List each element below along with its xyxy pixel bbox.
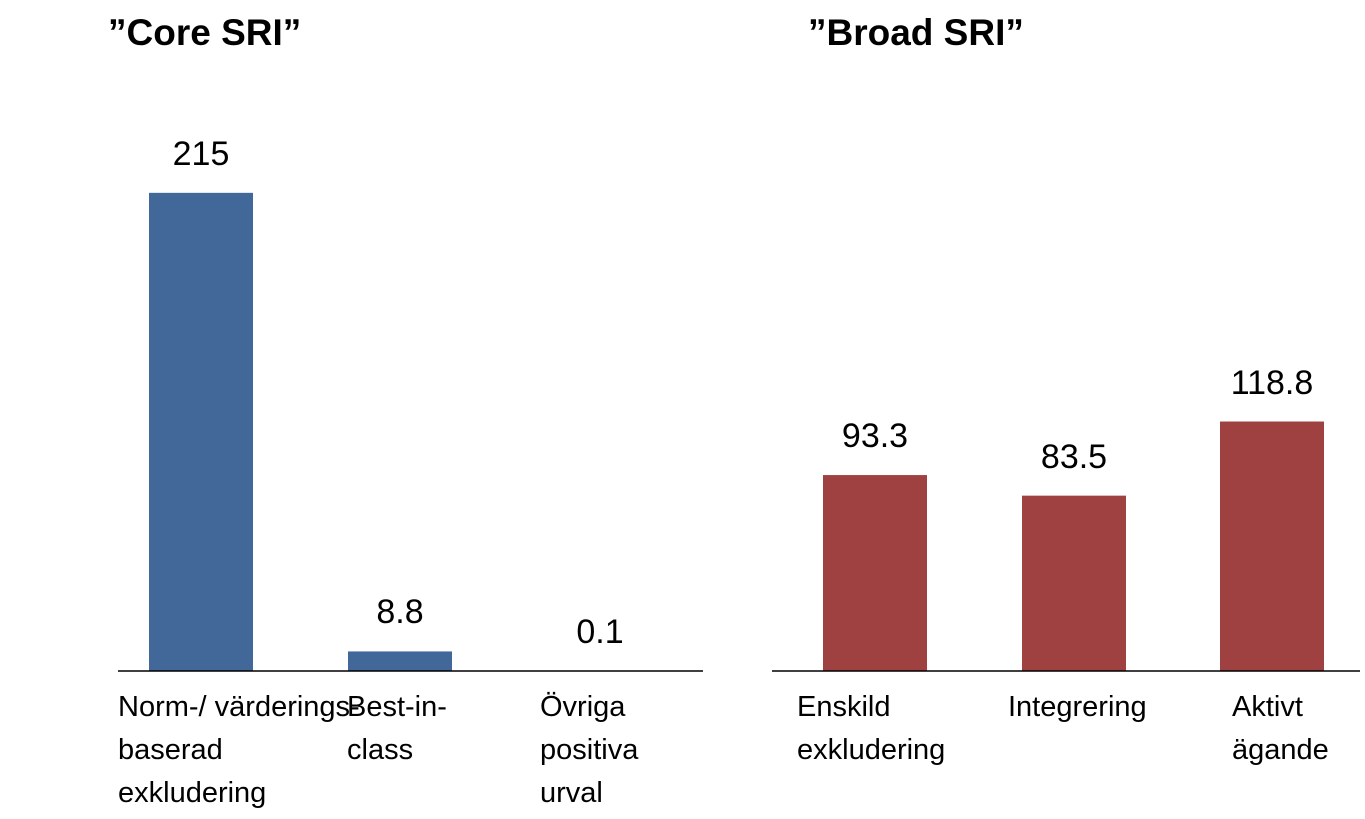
bar [1220, 421, 1324, 671]
bar [823, 475, 927, 671]
value-label: 0.1 [576, 612, 624, 651]
value-label: 118.8 [1230, 363, 1314, 402]
value-label: 93.3 [841, 417, 909, 456]
value-label: 8.8 [376, 593, 424, 632]
chart-title: ”Broad SRI” [808, 12, 1024, 53]
category-label: Övriga positiva urval [540, 691, 639, 809]
category-label: Norm-/ värderings- baserad exkludering [118, 691, 360, 809]
category-label: Best-in- class [347, 691, 447, 766]
bar [1022, 495, 1126, 671]
chart-title: ”Core SRI” [108, 12, 302, 53]
value-label: 83.5 [1040, 437, 1108, 476]
value-label: 215 [172, 134, 230, 173]
category-label: Enskild exkludering [797, 691, 946, 766]
bar [348, 651, 452, 671]
bar [149, 192, 253, 671]
category-label: Integrering [1008, 691, 1147, 723]
category-label: Aktivt ägande [1232, 691, 1329, 766]
